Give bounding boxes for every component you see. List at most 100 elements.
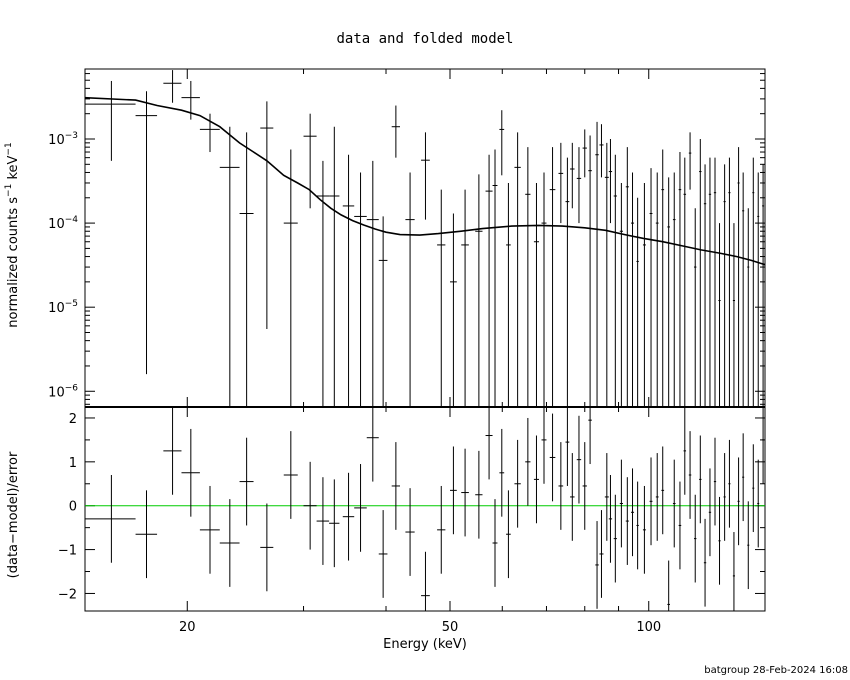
data-point [354, 172, 367, 407]
residual-point [219, 499, 240, 587]
data-point [283, 149, 298, 407]
data-point [737, 147, 740, 407]
data-point [713, 157, 717, 407]
residual-point [239, 437, 254, 526]
residual-point [461, 448, 469, 537]
residual-point [737, 457, 740, 546]
data-point [558, 142, 564, 224]
data-point [703, 164, 707, 407]
data-point [699, 139, 702, 407]
spectrum-panel: 10−610−510−410−3 [48, 68, 766, 408]
residual-point [449, 446, 457, 535]
y-label-part-2: −1 [4, 184, 14, 197]
data-point [475, 174, 483, 407]
residual-point [437, 485, 446, 574]
y-tick-exponent: −3 [65, 131, 78, 141]
residual-point [588, 407, 592, 465]
residual-point [354, 464, 367, 552]
y-tick-exponent: −5 [65, 299, 78, 309]
data-point [514, 132, 521, 407]
data-point [260, 101, 274, 330]
residual-point [642, 485, 646, 574]
data-point [732, 223, 736, 407]
residual-point [533, 435, 540, 524]
data-point [649, 168, 653, 407]
y-tick-label-top: 10−3 [48, 131, 78, 148]
residual-point [683, 407, 687, 495]
data-point [625, 147, 629, 407]
data-point [619, 182, 623, 407]
x-tick-label: 100 [636, 620, 661, 635]
data-point [742, 172, 745, 407]
data-point [492, 149, 498, 407]
data-point [506, 182, 511, 407]
residual-point [549, 413, 556, 502]
data-point [525, 147, 531, 407]
data-point [549, 147, 556, 407]
residual-point [752, 444, 755, 533]
x-axis-label: Energy (keV) [383, 637, 467, 652]
y-tick-label-bottom: −1 [58, 544, 77, 559]
residual-point [565, 407, 570, 486]
data-point [135, 91, 158, 375]
residual-point [260, 503, 274, 592]
data-point [485, 154, 493, 407]
y-tick-label-top: 10−5 [48, 299, 78, 316]
data-point [718, 223, 721, 407]
residual-point [378, 510, 388, 598]
residual-point [649, 457, 653, 546]
residual-point [303, 461, 317, 550]
y-tick-mantissa: 10 [48, 301, 65, 316]
residual-point [732, 532, 736, 611]
residual-point [570, 453, 575, 541]
data-point [672, 172, 676, 407]
y-tick-label-top: 10−4 [48, 215, 78, 232]
y-axis-label-top: normalized counts s−1 keV−1 [4, 142, 21, 327]
residual-point [599, 510, 604, 598]
data-point [541, 172, 547, 407]
y-tick-mantissa: 10 [48, 133, 65, 148]
data-point [219, 126, 240, 407]
residual-point [757, 459, 760, 548]
data-point [366, 160, 379, 407]
data-point [163, 70, 182, 103]
y-label-part-1: normalized counts s [6, 197, 21, 328]
chart-title: data and folded model [336, 31, 513, 47]
data-point [533, 182, 540, 407]
residual-point [604, 453, 609, 541]
y-tick-label-top: 10−6 [48, 383, 78, 400]
x-tick-label: 50 [442, 620, 459, 635]
data-point [499, 110, 505, 176]
footer-stamp: batgroup 28-Feb-2024 16:08 [704, 665, 848, 676]
data-point [604, 142, 609, 407]
data-point [316, 160, 330, 407]
y-tick-mantissa: 10 [48, 217, 65, 232]
data-point [694, 208, 697, 407]
y-tick-label-bottom: 0 [69, 500, 77, 515]
data-point [576, 147, 582, 224]
data-point [199, 113, 220, 153]
residual-point [283, 431, 298, 519]
residual-point [541, 407, 547, 484]
y-axis-label-bottom: (data−model)/error [6, 451, 21, 578]
data-point [688, 132, 692, 190]
residual-point [525, 417, 531, 506]
data-point [642, 182, 646, 407]
data-point [582, 129, 587, 178]
residual-point [708, 468, 712, 557]
residual-point [728, 439, 731, 528]
residual-point [608, 475, 613, 563]
residual-point [163, 407, 182, 495]
data-point [708, 157, 712, 407]
data-point [391, 105, 401, 158]
residual-point [316, 477, 330, 565]
y-tick-label-bottom: −2 [58, 587, 77, 602]
residual-point [703, 518, 707, 607]
data-point [630, 172, 635, 407]
residual-point [672, 459, 676, 548]
data-point [565, 157, 570, 407]
residual-point [85, 475, 136, 563]
residual-point [366, 407, 379, 482]
x-tick-label: 20 [179, 620, 196, 635]
